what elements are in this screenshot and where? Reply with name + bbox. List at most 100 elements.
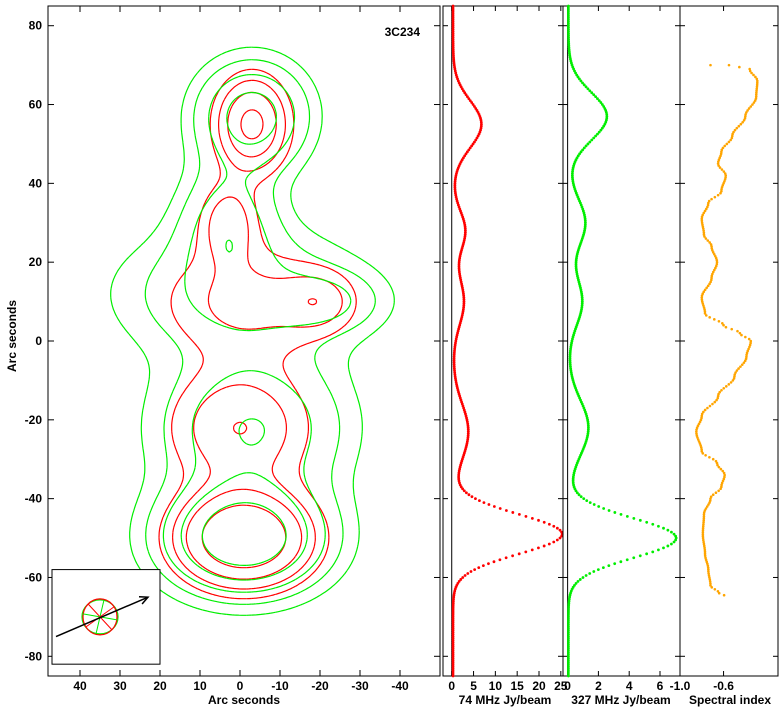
spectral-index-point <box>709 63 712 67</box>
profile-74mhz-point <box>451 623 455 627</box>
spectral-index-point <box>713 268 716 272</box>
profile-327mhz-point <box>584 574 588 577</box>
profile-74mhz-point <box>451 631 455 635</box>
profile-74mhz-point <box>456 581 460 585</box>
profile-74mhz-point <box>466 572 470 575</box>
profile-74mhz-point <box>451 16 455 20</box>
profile-327mhz-point <box>566 12 570 16</box>
spectral-index-point <box>721 469 725 473</box>
profile-74mhz-point <box>451 625 455 629</box>
spectral-index-point <box>729 138 732 142</box>
spectral-index-point <box>722 471 726 475</box>
spectral-index-point <box>720 483 723 487</box>
profile-327mhz-point <box>592 93 596 97</box>
profile-327mhz-point <box>596 568 600 571</box>
spectral-index-point <box>744 113 747 116</box>
spectral-index-point <box>755 77 759 81</box>
spectral-index-point <box>722 323 725 327</box>
profile-74mhz-point <box>517 552 521 556</box>
profile-74mhz-point <box>471 103 475 106</box>
beam-ellipse-327 <box>81 599 119 635</box>
map-x-tick-label: -40 <box>391 679 409 693</box>
map-y-tick-label: -20 <box>25 413 43 427</box>
profile-327mhz-point <box>566 648 570 652</box>
profile-327mhz-point <box>567 38 570 41</box>
profile-74mhz-point <box>537 518 540 522</box>
profile-74mhz-point <box>492 560 496 564</box>
spectral-index-point <box>713 400 717 404</box>
spectral-index-point <box>702 306 706 309</box>
profile-327mhz-point <box>566 645 570 648</box>
profile-74mhz-point <box>453 187 457 191</box>
profile-74mhz-point <box>474 497 477 501</box>
spectral-index-point <box>713 587 717 591</box>
profile-74mhz-point <box>466 432 470 436</box>
profile-74mhz-point <box>558 536 562 540</box>
profile-327mhz-point <box>567 28 570 32</box>
spectral-index-point <box>716 162 720 165</box>
profile-74mhz-point <box>451 645 455 648</box>
profile-74mhz-point <box>552 524 556 528</box>
spectral-index-point <box>700 412 704 416</box>
map-y-tick-label: 0 <box>35 334 42 348</box>
profile-327mhz-point <box>567 611 570 615</box>
spectral-index-point <box>703 209 707 213</box>
profile-74mhz-point <box>451 639 455 642</box>
spectral-index-point <box>720 168 724 171</box>
spectral-index-point <box>745 111 748 114</box>
spectral-index-point <box>718 390 721 394</box>
spectral-index-point <box>701 528 705 532</box>
profile-74mhz-point <box>542 544 546 548</box>
profile-327mhz-point <box>666 544 670 548</box>
spectral-index-point <box>736 329 739 333</box>
spectral-index-point <box>696 424 700 428</box>
spectral-index-point <box>755 89 758 93</box>
profile-327mhz-point <box>613 511 617 514</box>
profile-327mhz-point <box>582 83 586 87</box>
profile-74mhz-point <box>457 580 461 583</box>
profile-74mhz-point <box>478 499 481 503</box>
profile-327mhz-point <box>582 146 586 150</box>
profile-74mhz-point <box>463 154 467 158</box>
spectral-index-point <box>722 477 726 481</box>
spectral-index-point <box>714 256 718 260</box>
profile-74mhz-point <box>467 97 471 101</box>
profile-327mhz-point <box>584 144 588 148</box>
map-x-tick-label: 20 <box>153 679 167 693</box>
spectral-index-point <box>717 465 721 469</box>
profile-327mhz-point <box>566 16 570 20</box>
spectral-index-point <box>717 392 720 396</box>
profile-327mhz-point <box>670 530 673 534</box>
profile-74mhz-point <box>451 656 455 660</box>
profile-74mhz-point <box>470 101 474 104</box>
spectral-index-point <box>720 187 723 191</box>
spectral-index-point <box>735 369 739 372</box>
spectral-index-point <box>717 160 720 163</box>
profile-74mhz-point <box>451 10 455 14</box>
profile-327mhz-point <box>566 674 570 678</box>
spectral-index-point <box>721 479 725 483</box>
profile-74mhz-point <box>542 520 546 524</box>
profile-327mhz-point <box>607 564 611 568</box>
spectral-index-point <box>717 164 720 167</box>
profile-327mhz-point <box>568 355 572 359</box>
profile-74mhz-point <box>452 357 456 361</box>
contour-level <box>201 109 287 569</box>
spectral-index-point <box>704 207 708 211</box>
spectral-index-point <box>695 428 698 431</box>
spectral-index-point <box>720 481 724 485</box>
profile-74mhz-point <box>487 503 491 506</box>
spectral-index-point <box>748 345 751 349</box>
profile-327mhz-point <box>566 635 570 638</box>
profile-74mhz-point <box>452 55 455 59</box>
profile-327mhz-point <box>567 607 570 611</box>
map-y-axis-label: Arc seconds <box>5 300 19 372</box>
profile-327mhz-x-axis-label: 327 MHz Jy/beam <box>571 693 670 707</box>
spectral-index-point <box>721 321 724 325</box>
spectral-index-point <box>721 184 725 187</box>
spectral-index-point <box>695 434 699 437</box>
spectral-index-point <box>702 519 706 522</box>
profile-74mhz-point <box>452 53 455 57</box>
spectral-index-point <box>701 526 705 530</box>
map-y-tick-label: -40 <box>25 492 43 506</box>
